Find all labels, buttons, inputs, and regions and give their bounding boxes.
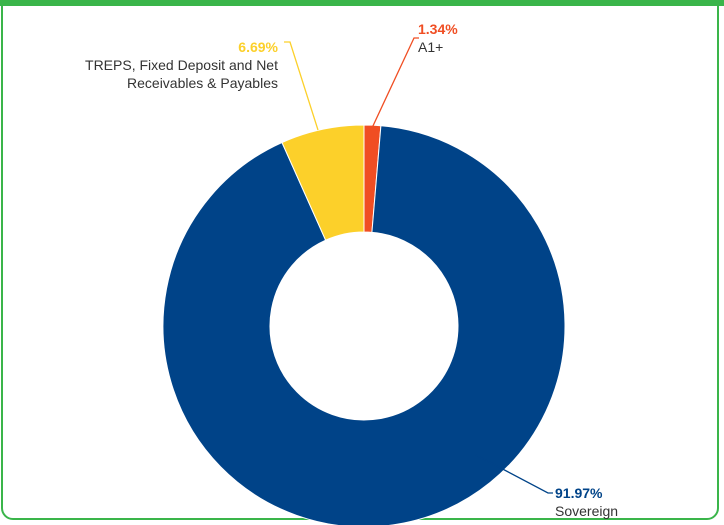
slice-label: 1.34% A1+ — [418, 20, 538, 56]
donut-slice — [162, 125, 566, 525]
slice-label: 6.69% TREPS, Fixed Deposit and Net Receiv… — [60, 38, 278, 92]
leader-line — [475, 454, 553, 494]
slice-label: 91.97% Sovereign — [555, 484, 675, 520]
category-label: TREPS, Fixed Deposit and Net Receivables… — [85, 57, 278, 91]
value-label: 1.34% — [418, 21, 458, 37]
donut-slice — [281, 124, 365, 241]
value-label: 6.69% — [238, 39, 278, 55]
leader-line — [284, 41, 319, 131]
category-label: Sovereign — [555, 503, 619, 519]
category-label: A1+ — [418, 39, 444, 55]
value-label: 91.97% — [555, 485, 603, 501]
leader-line — [371, 37, 419, 129]
header-bar — [0, 0, 724, 6]
